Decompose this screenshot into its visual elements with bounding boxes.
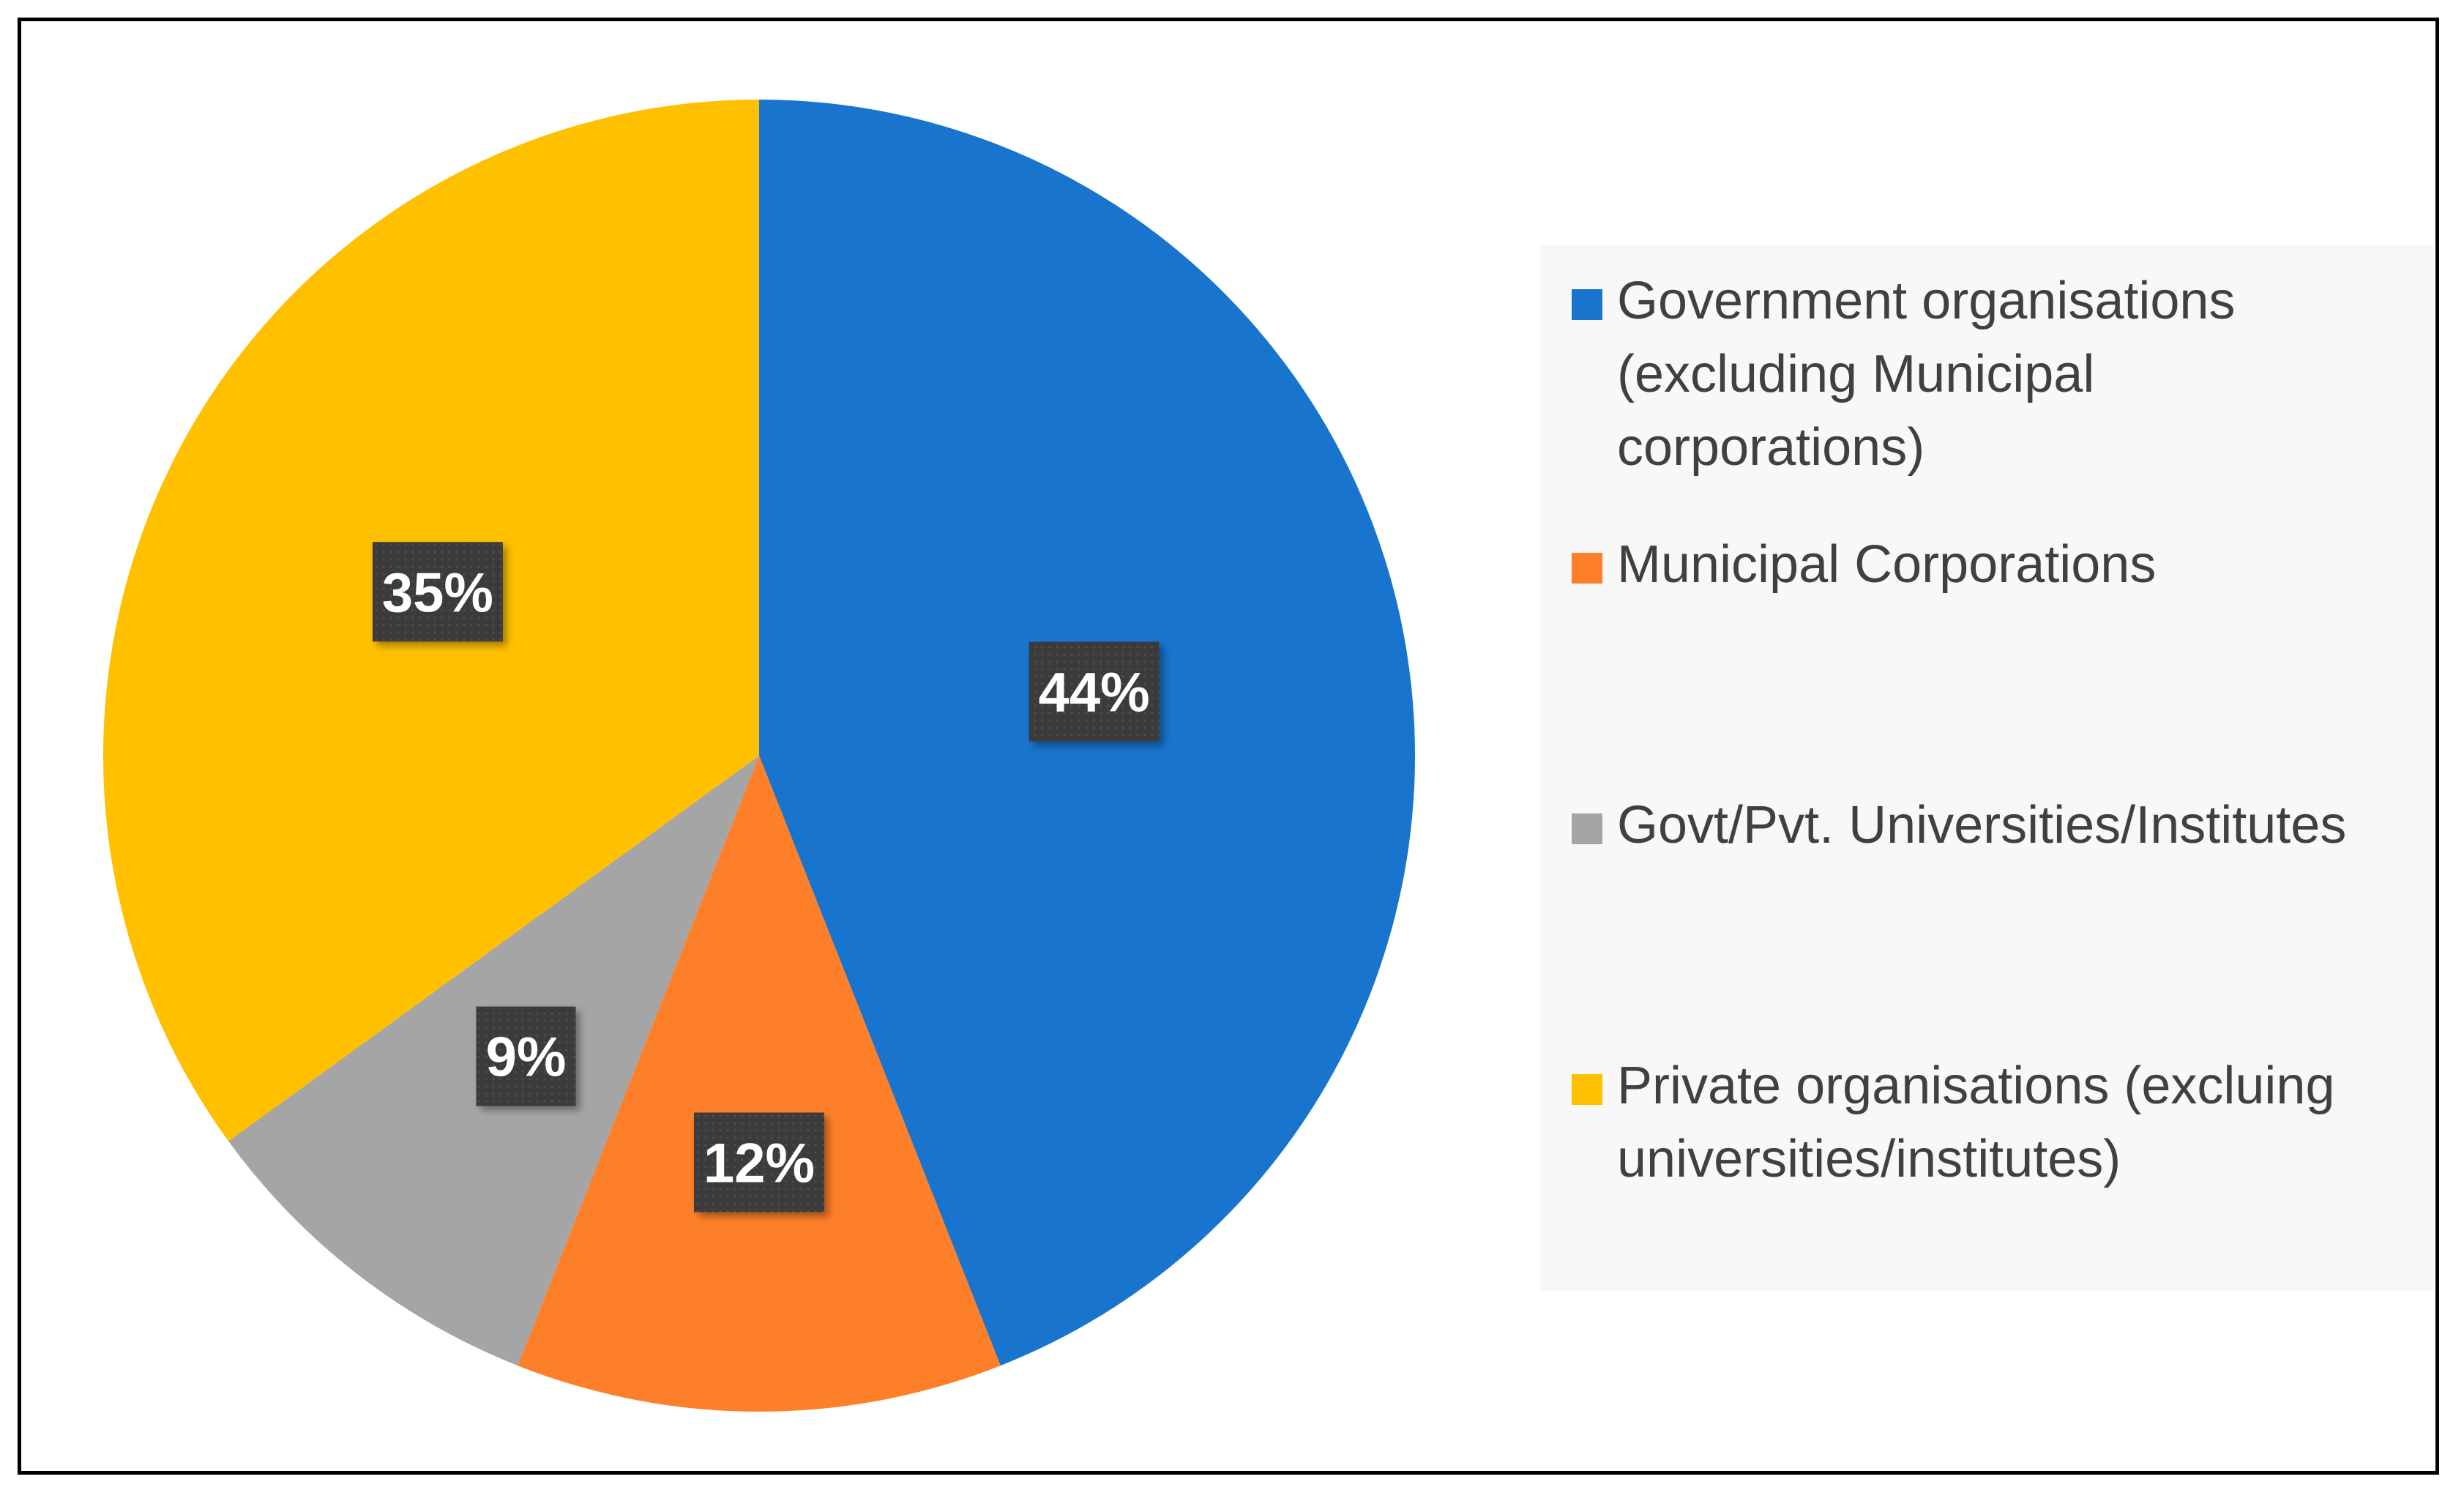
pie-chart: 44% 12% 9% 35% [102, 100, 1416, 1412]
legend-swatch-private [1572, 1074, 1602, 1105]
pie-data-labels: 44% 12% 9% 35% [372, 542, 1160, 1213]
data-label-box-universities [476, 1006, 576, 1106]
legend-item-universities-institutes: Govt/Pvt. Universities/Institutes [1572, 789, 2413, 862]
legend-label-government: Government organisations (excluding Muni… [1617, 272, 2236, 477]
legend-item-private-organisations: Private organisations (excluing universi… [1572, 1049, 2413, 1196]
data-label-text-universities: 9% [486, 1027, 567, 1089]
chart-frame: 44% 12% 9% 35% Government organisations (ex… [18, 18, 2439, 1475]
data-label-government: 44% [1028, 641, 1160, 742]
data-label-municipal: 12% [694, 1112, 824, 1213]
legend-label-municipal: Municipal Corporations [1617, 535, 2157, 594]
legend-label-universities: Govt/Pvt. Universities/Institutes [1617, 796, 2347, 854]
legend-swatch-universities [1572, 813, 1602, 844]
pie-slices [102, 100, 1416, 1412]
data-label-box-private [372, 542, 503, 642]
pie-slice-municipal [518, 756, 1001, 1412]
legend-swatch-government [1572, 289, 1602, 320]
legend-label-private: Private organisations (excluing universi… [1617, 1057, 2335, 1188]
data-label-private: 35% [372, 542, 503, 642]
data-label-text-private: 35% [382, 562, 493, 624]
data-label-box-municipal [694, 1112, 824, 1213]
legend-item-municipal-corporations: Municipal Corporations [1572, 528, 2413, 601]
data-label-text-government: 44% [1039, 662, 1150, 724]
data-label-box-government [1028, 641, 1160, 742]
data-label-universities: 9% [476, 1006, 576, 1106]
legend-item-government-organisations: Government organisations (excluding Muni… [1572, 264, 2413, 484]
data-label-text-municipal: 12% [703, 1133, 815, 1195]
legend: Government organisations (excluding Muni… [1539, 245, 2434, 1291]
legend-swatch-municipal [1572, 553, 1602, 584]
